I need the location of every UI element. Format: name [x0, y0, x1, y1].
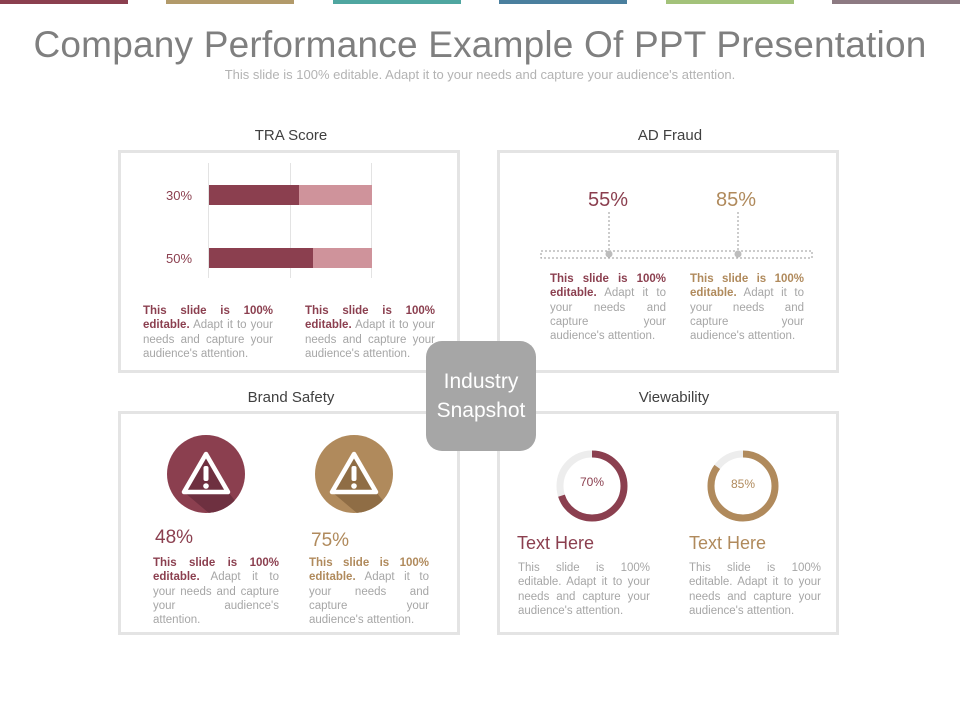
top-strip-4 [499, 0, 627, 4]
page-title: Company Performance Example Of PPT Prese… [33, 24, 927, 65]
viewability-heading-2: Text Here [689, 533, 767, 553]
tra-score-title: TRA Score [254, 127, 328, 144]
brand-safety-desc-1-lead: This slide is 100% editable. [153, 557, 279, 584]
viewability-donut-2 [707, 450, 779, 522]
viewability-panel [497, 411, 839, 635]
brand-safety-desc-2-rest: Adapt it to your needs and capture your … [309, 571, 429, 627]
tra-bar-label-2: 50% [166, 251, 193, 266]
donut-2-arc [707, 450, 779, 522]
warning-icon [167, 435, 245, 513]
brand-safety-desc-1-rest: Adapt it to your needs and capture your … [153, 571, 279, 627]
timeline-dot-1 [605, 250, 613, 258]
brand-safety-desc-2: This slide is 100% editable. Adapt it to… [309, 556, 429, 627]
viewability-desc-2: This slide is 100% editable. Adapt it to… [689, 562, 821, 617]
tra-desc-1: This slide is 100% editable. Adapt it to… [143, 304, 273, 361]
page-subtitle: This slide is 100% editable. Adapt it to… [224, 67, 736, 82]
tra-gridline-1 [208, 163, 209, 278]
brand-safety-desc-2-lead: This slide is 100% editable. [309, 557, 429, 584]
brand-safety-title: Brand Safety [247, 389, 335, 406]
viewability-donut-1-label: 70% [579, 475, 605, 489]
donut-1-arc [556, 450, 628, 522]
timeline-track [540, 250, 813, 259]
tra-desc-1-lead: This slide is 100% editable. [143, 305, 273, 332]
brand-safety-desc-1: This slide is 100% editable. Adapt it to… [153, 556, 279, 627]
tra-desc-2: This slide is 100% editable. Adapt it to… [305, 304, 435, 361]
viewability-donut-2-label: 85% [730, 477, 756, 491]
ad-fraud-desc-2: This slide is 100% editable. Adapt it to… [690, 272, 804, 343]
top-strip-3 [333, 0, 461, 4]
tra-gridline-2 [290, 163, 291, 278]
ad-fraud-desc-2-rest: Adapt it to your needs and capture your … [690, 287, 804, 343]
warning-icon [315, 435, 393, 513]
top-strip-2 [166, 0, 294, 4]
viewability-heading-1: Text Here [517, 533, 595, 553]
badge-line-1: Industry [443, 370, 519, 393]
ad-fraud-desc-1-rest: Adapt it to your needs and capture your … [550, 287, 666, 343]
ad-fraud-value-2: 85% [716, 189, 757, 211]
brand-safety-value-1: 48% [155, 527, 194, 548]
top-strip-5 [666, 0, 794, 4]
top-strip-1 [0, 0, 128, 4]
ad-fraud-title: AD Fraud [637, 127, 703, 144]
industry-snapshot-badge: Industry Snapshot [426, 341, 536, 451]
viewability-title: Viewability [638, 389, 710, 406]
ad-fraud-timeline [540, 212, 813, 259]
viewability-desc-1: This slide is 100% editable. Adapt it to… [518, 562, 650, 617]
tra-desc-2-rest: Adapt it to your needs and capture your … [305, 319, 435, 360]
tra-desc-2-lead: This slide is 100% editable. [305, 305, 435, 332]
tra-desc-1-rest: Adapt it to your needs and capture your … [143, 319, 273, 360]
brand-safety-panel [118, 411, 460, 635]
tra-bar-fill-2 [209, 248, 313, 268]
tra-bar-label-1: 30% [166, 188, 193, 203]
badge-line-2: Snapshot [436, 399, 526, 422]
top-strip-6 [832, 0, 960, 4]
brand-safety-value-2: 75% [311, 530, 350, 551]
timeline-dot-2 [734, 250, 742, 258]
ad-fraud-panel [497, 150, 839, 373]
tra-bar-fill-1 [209, 185, 299, 205]
ad-fraud-desc-1-lead: This slide is 100% editable. [550, 273, 666, 300]
viewability-donut-1 [556, 450, 628, 522]
ad-fraud-desc-2-lead: This slide is 100% editable. [690, 273, 804, 300]
ad-fraud-value-1: 55% [588, 189, 629, 211]
tra-gridline-3 [371, 163, 372, 278]
ad-fraud-desc-1: This slide is 100% editable. Adapt it to… [550, 272, 666, 343]
